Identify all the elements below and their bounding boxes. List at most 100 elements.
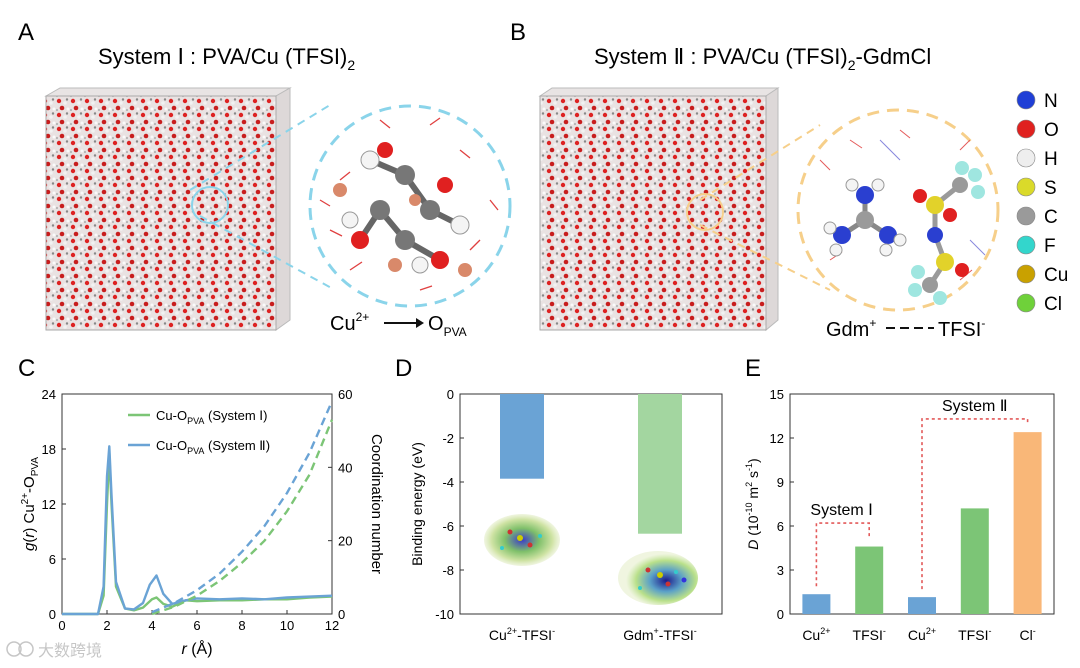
- series-line: [151, 419, 334, 616]
- bar: [1013, 432, 1042, 614]
- y-tick-label: -10: [435, 607, 454, 622]
- cu-opva-label: Cu2+: [330, 310, 369, 335]
- system-bracket: [921, 418, 1029, 590]
- legend-atom-label: S: [1044, 178, 1057, 199]
- x-tick-label: 8: [238, 618, 245, 633]
- legend-atom-cl-icon: [1016, 293, 1036, 313]
- bar: [802, 594, 831, 614]
- series-line: [151, 400, 334, 614]
- y-tick-label: 18: [42, 442, 56, 457]
- legend-atom-o-icon: [1016, 119, 1036, 139]
- chart-d: 0 -2 -4 -6 -8 -10 Binding energy (eV) Cu2+-TFSI…: [409, 387, 723, 643]
- bar: [500, 394, 544, 479]
- opva-label: OPVA: [428, 313, 467, 339]
- y-tick-label: 6: [777, 519, 784, 534]
- x-category-label: TFSI-: [958, 626, 991, 643]
- esp-surface-cu-tfsi: [484, 514, 560, 566]
- panel-letter-d: D: [395, 355, 412, 382]
- y-tick-label: 6: [49, 552, 56, 567]
- legend-label: Cu-OPVA (System Ⅰ): [156, 408, 267, 426]
- panel-a-title: System Ⅰ : PVA/Cu (TFSI)2: [98, 44, 355, 73]
- x-category-label: Cl-: [1019, 626, 1035, 643]
- x-axis-label: r (Å): [181, 639, 212, 658]
- watermark: 大数跨境: [6, 641, 102, 660]
- y-tick-label: 0: [447, 387, 454, 402]
- legend-atom-label: O: [1044, 120, 1059, 141]
- x-category-label: Cu2+-TFSI-: [489, 626, 555, 643]
- y-tick-label: 9: [777, 475, 784, 490]
- y-tick-label: 15: [770, 387, 784, 402]
- y-tick-label: 24: [42, 387, 56, 402]
- y-tick-label: 0: [777, 607, 784, 622]
- legend-atom-n-icon: [1016, 90, 1036, 110]
- x-tick-label: 6: [193, 618, 200, 633]
- md-box-system-1: [44, 87, 292, 331]
- y-tick-label: -4: [442, 475, 454, 490]
- legend-atom-label: Cu: [1044, 265, 1068, 286]
- legend-atom-label: H: [1044, 149, 1058, 170]
- panel-b-title: System Ⅱ : PVA/Cu (TFSI)2-GdmCl: [594, 44, 931, 73]
- legend-atom-label: F: [1044, 236, 1056, 257]
- y-axis-label: D (10-10 m2 s-1): [744, 458, 761, 549]
- y2-tick-label: 60: [338, 387, 352, 402]
- zoom-circle-a: [308, 104, 512, 308]
- y-tick-label: -2: [442, 431, 454, 446]
- system-bracket: [815, 522, 870, 587]
- y-tick-label: 12: [42, 497, 56, 512]
- watermark-text: 大数跨境: [38, 641, 102, 660]
- x-category-label: Cu2+: [908, 626, 936, 643]
- bar: [960, 508, 989, 614]
- x-category-label: Cu2+: [802, 626, 830, 643]
- panel-letter-e: E: [745, 355, 761, 382]
- x-tick-label: 4: [148, 618, 155, 633]
- x-category-label: TFSI-: [853, 626, 886, 643]
- bar: [638, 394, 682, 534]
- x-tick-label: 2: [103, 618, 110, 633]
- gdm-tfsi-label: Gdm+: [826, 316, 876, 341]
- legend-atom-label: Cl: [1044, 294, 1062, 315]
- legend-atom-s-icon: [1016, 177, 1036, 197]
- series-line: [62, 445, 333, 616]
- legend-atom-c-icon: [1016, 206, 1036, 226]
- y-tick-label: -8: [442, 563, 454, 578]
- zoom-lines-b: [686, 124, 831, 291]
- system-bracket-label: System Ⅱ: [942, 398, 1008, 415]
- y2-axis-label: Coordination number: [368, 434, 385, 574]
- legend-atom-label: N: [1044, 91, 1058, 112]
- y2-tick-label: 20: [338, 534, 352, 549]
- y-axis-label: Binding energy (eV): [409, 442, 425, 566]
- tfsi-label: TFSI-: [938, 316, 985, 341]
- zoom-circle-b: [796, 108, 1000, 312]
- x-category-label: Gdm+-TFSI-: [623, 626, 697, 643]
- y-axis-label: g(r) Cu2+-OPVA: [20, 457, 41, 551]
- y-tick-label: 3: [777, 563, 784, 578]
- zoom-lines-a: [189, 104, 336, 291]
- legend-atom-h-icon: [1016, 148, 1036, 168]
- y2-tick-label: 0: [338, 607, 345, 622]
- bar: [908, 597, 936, 614]
- legend-atom-label: C: [1044, 207, 1058, 228]
- x-tick-label: 10: [280, 618, 294, 633]
- cu-opva-arrowhead: [416, 318, 424, 328]
- y-tick-label: 0: [49, 607, 56, 622]
- legend-atom-cu-icon: [1016, 264, 1036, 284]
- y2-tick-label: 40: [338, 460, 352, 475]
- chart-e: 0 3 6 9 12 15 D (10-10 m2 s-1) Cu2+ TFSI- Cu2+ TFS…: [744, 387, 1055, 643]
- esp-surface-gdm-tfsi: [618, 551, 698, 605]
- system-bracket-label: System Ⅰ: [810, 502, 873, 519]
- legend-label: Cu-OPVA (System Ⅱ): [156, 438, 270, 456]
- legend-atom-f-icon: [1016, 235, 1036, 255]
- md-box-system-2: [538, 87, 780, 332]
- panel-letter-a: A: [18, 19, 34, 46]
- y-tick-label: 12: [770, 431, 784, 446]
- x-tick-label: 0: [58, 618, 65, 633]
- x-tick-label: 12: [325, 618, 339, 633]
- panel-letter-b: B: [510, 19, 526, 46]
- panel-letter-c: C: [18, 355, 35, 382]
- chart-d-frame: [459, 393, 723, 615]
- chart-c-frame: [61, 393, 333, 615]
- y-tick-label: -6: [442, 519, 454, 534]
